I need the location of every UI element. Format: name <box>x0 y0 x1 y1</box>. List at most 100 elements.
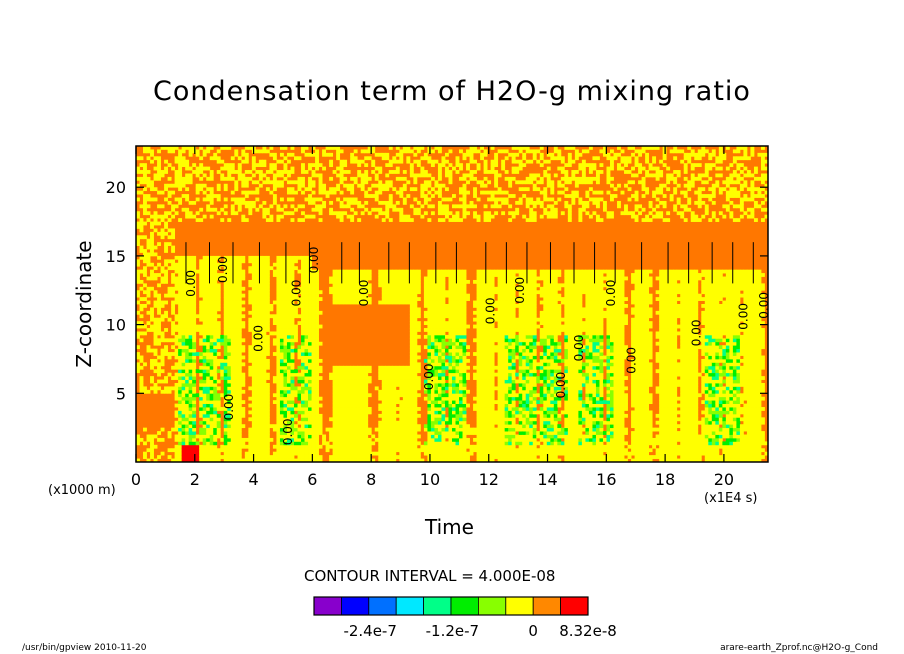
field-cell <box>416 362 421 367</box>
field-cell <box>230 431 235 435</box>
field-cell <box>213 348 218 353</box>
field-cell <box>178 314 183 319</box>
field-cell <box>199 355 204 360</box>
field-cell <box>304 290 309 295</box>
field-cell <box>251 321 256 325</box>
field-cell <box>462 334 467 339</box>
field-cell <box>258 431 263 435</box>
field-cell <box>392 170 397 174</box>
field-cell <box>444 348 449 353</box>
field-cell <box>223 458 228 462</box>
field-cell <box>459 286 463 291</box>
field-cell <box>360 424 365 429</box>
field-cell <box>476 352 481 356</box>
field-cell <box>441 297 446 301</box>
field-cell <box>304 362 309 367</box>
field-cell <box>371 434 376 439</box>
field-cell <box>364 407 369 411</box>
field-cell <box>234 400 239 404</box>
field-cell <box>199 279 204 284</box>
field-cell <box>265 444 270 449</box>
field-cell <box>237 410 242 415</box>
field-cell <box>136 331 140 336</box>
field-cell <box>160 379 165 384</box>
field-cell <box>157 214 161 219</box>
field-cell <box>402 420 407 425</box>
field-cell <box>164 276 168 281</box>
field-cell <box>360 437 365 442</box>
field-cell <box>185 290 190 295</box>
field-cell <box>455 283 460 288</box>
field-cell <box>413 273 418 277</box>
field-cell <box>466 173 470 178</box>
field-cell <box>441 156 446 161</box>
field-cell <box>213 379 218 384</box>
field-cell <box>406 297 411 301</box>
field-cell <box>357 389 362 394</box>
field-cell <box>174 269 179 274</box>
field-cell <box>455 273 460 277</box>
field-cell <box>385 300 390 305</box>
field-cell <box>462 379 467 384</box>
field-cell <box>178 334 183 339</box>
field-cell <box>265 276 270 281</box>
field-cell <box>466 204 470 209</box>
field-cell <box>423 451 428 456</box>
field-cell <box>434 355 439 360</box>
field-cell <box>462 383 467 387</box>
field-cell <box>399 420 404 425</box>
field-cell <box>269 314 274 319</box>
field-cell <box>143 324 147 329</box>
field-cell <box>157 379 161 384</box>
field-cell <box>230 204 235 209</box>
field-cell <box>304 338 309 343</box>
field-cell <box>143 283 147 288</box>
field-cell <box>448 355 453 360</box>
field-cell <box>462 276 467 281</box>
field-cell <box>262 279 267 284</box>
field-cell <box>195 166 200 171</box>
field-cell <box>258 420 263 425</box>
field-cell <box>237 200 242 205</box>
field-cell <box>255 400 260 404</box>
field-cell <box>473 159 477 164</box>
field-cell <box>315 283 319 288</box>
field-cell <box>385 434 390 439</box>
field-cell <box>150 214 154 219</box>
field-cell <box>466 431 470 435</box>
field-cell <box>174 383 179 387</box>
field-cell <box>136 362 140 367</box>
field-cell <box>139 249 144 253</box>
field-cell <box>350 156 355 161</box>
field-cell <box>395 434 400 439</box>
field-cell <box>248 190 253 195</box>
field-cell <box>430 324 435 329</box>
field-cell <box>301 276 305 281</box>
field-cell <box>251 403 256 408</box>
field-cell <box>223 417 228 422</box>
field-cell <box>427 156 432 161</box>
field-cell <box>213 152 218 157</box>
field-cell <box>286 317 291 322</box>
field-cell <box>329 211 334 216</box>
field-cell <box>462 283 467 288</box>
field-cell <box>462 352 467 356</box>
field-cell <box>455 214 460 219</box>
field-cell <box>441 352 446 356</box>
field-cell <box>427 334 432 339</box>
field-cell <box>350 455 355 459</box>
field-cell <box>466 458 470 462</box>
field-cell <box>164 211 168 216</box>
field-cell <box>153 211 158 216</box>
field-cell <box>213 437 218 442</box>
field-cell <box>416 273 421 277</box>
field-cell <box>452 328 456 332</box>
field-cell <box>466 324 470 329</box>
field-cell <box>178 393 183 398</box>
field-cell <box>279 358 284 363</box>
field-cell <box>308 451 312 456</box>
field-cell <box>360 173 365 178</box>
field-cell <box>301 424 305 429</box>
field-cell <box>251 297 256 301</box>
field-cell <box>311 190 316 195</box>
